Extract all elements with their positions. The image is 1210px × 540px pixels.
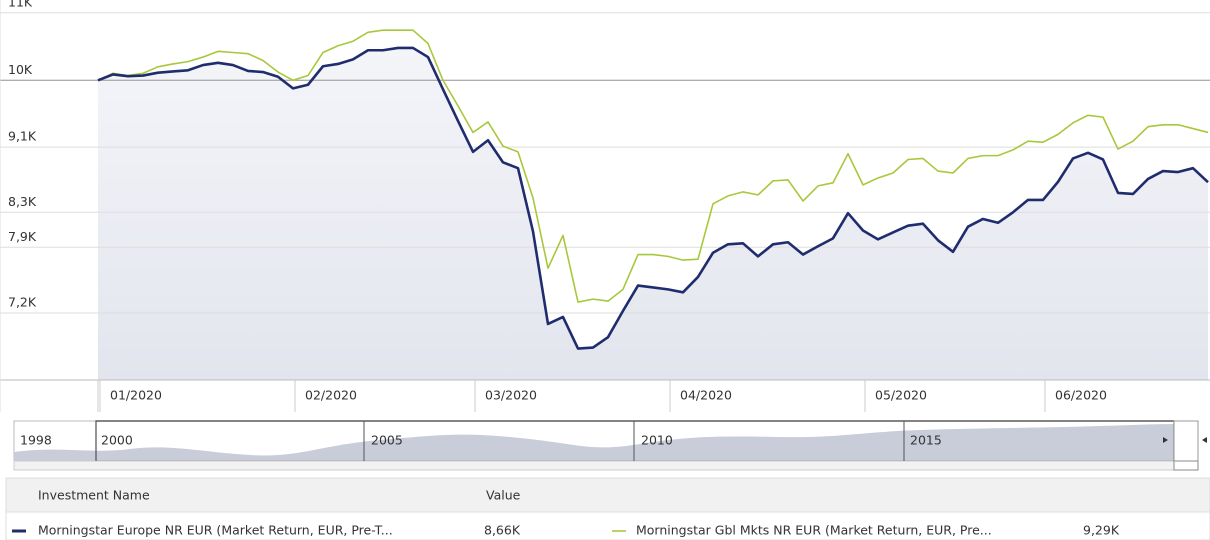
legend-header-bg	[5, 477, 1210, 513]
navigator-label: 2000	[101, 433, 133, 448]
legend-header-value: Value	[486, 488, 521, 503]
x-tick-label: 02/2020	[305, 388, 357, 403]
legend: Morningstar Europe NR EUR (Market Return…	[12, 523, 1120, 538]
navigator-label: 2005	[371, 433, 403, 448]
x-tick-label: 01/2020	[110, 388, 162, 403]
handle-arrow	[1163, 437, 1168, 443]
x-tick-label: 03/2020	[485, 388, 537, 403]
series-line	[97, 29, 1209, 303]
series-line	[97, 46, 1209, 350]
y-tick-label: 7,2K	[8, 294, 37, 309]
navigator-label: 2010	[641, 433, 673, 448]
navigator-handle[interactable]	[1173, 420, 1199, 462]
x-tick-label: 06/2020	[1055, 388, 1107, 403]
x-tick-label: 04/2020	[680, 388, 732, 403]
x-tick-label: 05/2020	[875, 388, 927, 403]
scrollbar-grip[interactable]	[1173, 460, 1199, 471]
legend-name[interactable]: Morningstar Gbl Mkts NR EUR (Market Retu…	[636, 523, 992, 538]
legend-value: 8,66K	[484, 523, 521, 538]
area-fill	[98, 47, 1208, 380]
legend-name[interactable]: Morningstar Europe NR EUR (Market Return…	[38, 523, 393, 538]
navigator-label: 2015	[910, 433, 942, 448]
legend-value: 9,29K	[1083, 523, 1120, 538]
scrollbar[interactable]	[13, 460, 1199, 471]
y-tick-label: 8,3K	[8, 194, 37, 209]
handle-arrow	[1202, 437, 1207, 443]
y-tick-label: 10K	[8, 62, 33, 77]
y-tick-label: 11K	[8, 0, 33, 9]
legend-header-name: Investment Name	[38, 488, 150, 503]
navigator[interactable]: 1998 2000 2005 2010 2015	[13, 420, 1207, 471]
navigator-silhouette	[14, 424, 1198, 461]
plot-area: 11K 10K 9,1K 8,3K 7,9K 7,2K	[0, 0, 1210, 380]
y-tick-label: 7,9K	[8, 229, 37, 244]
y-tick-label: 9,1K	[8, 129, 37, 144]
legend-row-bg	[5, 511, 1210, 540]
navigator-label: 1998	[20, 433, 52, 448]
